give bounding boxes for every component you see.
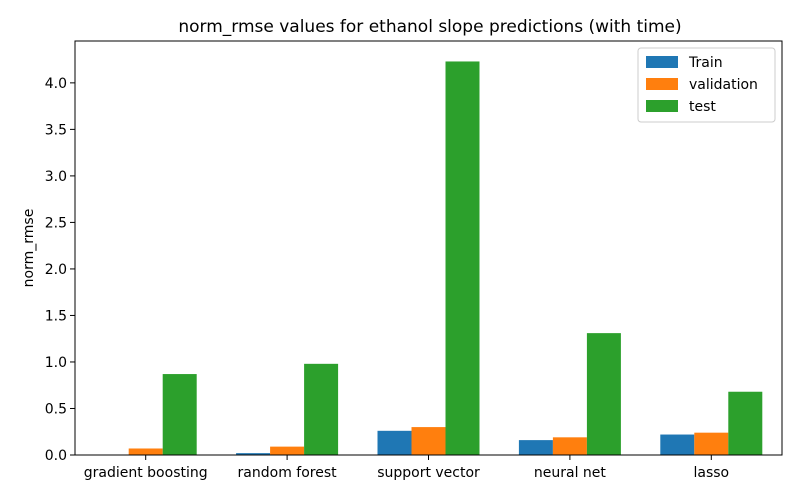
y-tick-label: 4.0	[45, 76, 67, 92]
bars-group	[128, 61, 763, 456]
y-tick-label: 0.5	[45, 401, 67, 417]
legend-swatch-train	[646, 56, 678, 68]
bar-train-lasso	[660, 434, 695, 455]
x-tick-label: random forest	[238, 465, 338, 481]
bar-test-lasso	[728, 391, 763, 455]
bar-test-gradient-boosting	[162, 374, 197, 455]
x-tick-label: gradient boosting	[84, 465, 208, 481]
y-tick-label: 1.5	[45, 308, 67, 324]
plot-frame	[74, 40, 783, 456]
x-ticks-group: gradient boosting random forest support ve…	[84, 455, 729, 481]
bar-validation-support-vector	[411, 427, 446, 455]
legend-swatch-test	[646, 100, 678, 112]
legend-label-train: Train	[688, 55, 723, 71]
y-tick-label: 3.0	[45, 169, 67, 185]
y-tick-label: 2.0	[45, 262, 67, 278]
legend-label-validation: validation	[689, 77, 758, 93]
bar-train-neural-net	[518, 440, 553, 455]
bar-test-random-forest	[304, 363, 339, 455]
y-tick-label: 1.0	[45, 355, 67, 371]
y-axis-label: norm_rmse	[21, 209, 37, 288]
x-tick-label: neural net	[534, 465, 607, 481]
bar-train-support-vector	[377, 430, 412, 455]
legend-label-test: test	[689, 99, 716, 115]
bar-validation-neural-net	[552, 437, 587, 455]
bar-train-random-forest	[236, 453, 271, 455]
x-tick-label: lasso	[693, 465, 729, 481]
legend-swatch-validation	[646, 78, 678, 90]
bar-test-neural-net	[586, 333, 621, 455]
y-tick-label: 2.5	[45, 215, 67, 231]
bar-validation-gradient-boosting	[128, 448, 163, 455]
y-tick-label: 3.5	[45, 122, 67, 138]
legend: Train validation test	[637, 47, 776, 123]
bar-validation-random-forest	[270, 446, 305, 455]
y-ticks-group: 0.0 0.5 1.0 1.5 2.0 2.5 3.0 3.5 4.0	[45, 76, 75, 464]
y-tick-label: 0.0	[45, 448, 67, 464]
bar-test-support-vector	[445, 61, 480, 456]
x-tick-label: support vector	[377, 465, 480, 481]
bar-validation-lasso	[694, 432, 729, 455]
chart-title: norm_rmse values for ethanol slope predi…	[178, 17, 681, 37]
